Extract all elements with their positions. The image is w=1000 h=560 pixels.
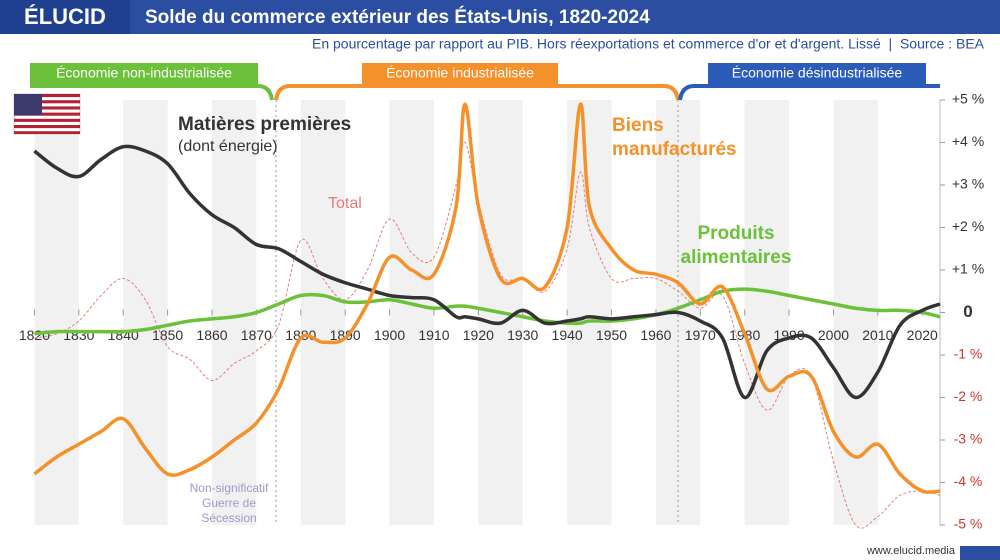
- x-tick-label: 1960: [640, 327, 671, 343]
- background: [34, 100, 878, 525]
- series-line: [34, 287, 941, 336]
- us-flag: [13, 93, 81, 135]
- series-label: Produits alimentaires: [680, 223, 792, 268]
- y-tick-label: -2 %: [954, 388, 983, 404]
- x-tick-label: 1850: [152, 327, 183, 343]
- x-tick-label: 1950: [596, 327, 627, 343]
- brand: ÉLUCID: [24, 4, 106, 29]
- y-tick-label: +1 %: [952, 261, 984, 277]
- x-tick-label: 1900: [374, 327, 405, 343]
- series-label: Matières premières: [178, 114, 352, 135]
- era-label: Économie industrialisée: [386, 65, 534, 81]
- y-tick-label: -5 %: [954, 516, 983, 532]
- x-tick-label: 1820: [19, 327, 50, 343]
- x-tick-label: 1830: [63, 327, 94, 343]
- x-tick-label: 1910: [418, 327, 449, 343]
- era-bracket: [274, 84, 680, 101]
- decade-band: [34, 100, 79, 525]
- annotation: Non-significatif Guerre de Sécession: [189, 481, 269, 525]
- chart-subtitle: En pourcentage par rapport au PIB. Hors …: [312, 36, 985, 52]
- era-bracket: [678, 84, 940, 101]
- decade-band: [123, 100, 168, 525]
- decade-band: [744, 100, 790, 525]
- y-tick-label: -3 %: [954, 431, 983, 447]
- era-label: Économie désindustrialisée: [732, 65, 903, 81]
- x-tick-label: 1880: [285, 327, 316, 343]
- era-label: Économie non-industrialisée: [56, 65, 232, 81]
- x-tick-label: 1920: [463, 327, 494, 343]
- y-tick-label: +3 %: [952, 176, 984, 192]
- series-note: (dont énergie): [178, 138, 278, 155]
- x-tick-label: 1940: [552, 327, 583, 343]
- era-box: [708, 63, 926, 85]
- y-tick-label: -4 %: [954, 473, 983, 489]
- footer: www.elucid.media: [866, 545, 956, 557]
- series-label: Total: [328, 195, 362, 212]
- series-line: [34, 141, 941, 529]
- x-tick-label: 2010: [862, 327, 893, 343]
- y-tick-label: +2 %: [952, 218, 984, 234]
- header-band: [0, 0, 1000, 34]
- chart-title: Solde du commerce extérieur des États-Un…: [145, 6, 650, 28]
- series-line: [33, 102, 941, 494]
- decade-band: [389, 100, 434, 525]
- decade-band: [833, 100, 878, 525]
- plot: 1820 1830 1840 1850 1860 1870 1880 1890 1900 1910…: [19, 91, 984, 532]
- x-tick-label: 1930: [507, 327, 538, 343]
- x-tick-label: 2020: [907, 327, 938, 343]
- era-bracket: [30, 84, 274, 101]
- era-box: [30, 63, 258, 85]
- decade-band: [300, 100, 346, 525]
- series-label: Biens manufacturés: [612, 115, 737, 160]
- x-tick-label: 1970: [685, 327, 716, 343]
- series-line: [33, 144, 941, 400]
- x-tick-label: 1860: [196, 327, 227, 343]
- x-tick-label: 2000: [818, 327, 849, 343]
- y-tick-label: -1 %: [954, 346, 983, 362]
- footer-mark: [960, 546, 1000, 560]
- y-tick-label: 0: [963, 302, 972, 321]
- era-box: [362, 63, 558, 85]
- logo-box: [0, 0, 130, 34]
- x-tick-label: 1870: [241, 327, 272, 343]
- y-tick-label: +4 %: [952, 133, 984, 149]
- y-tick-label: +5 %: [952, 91, 984, 107]
